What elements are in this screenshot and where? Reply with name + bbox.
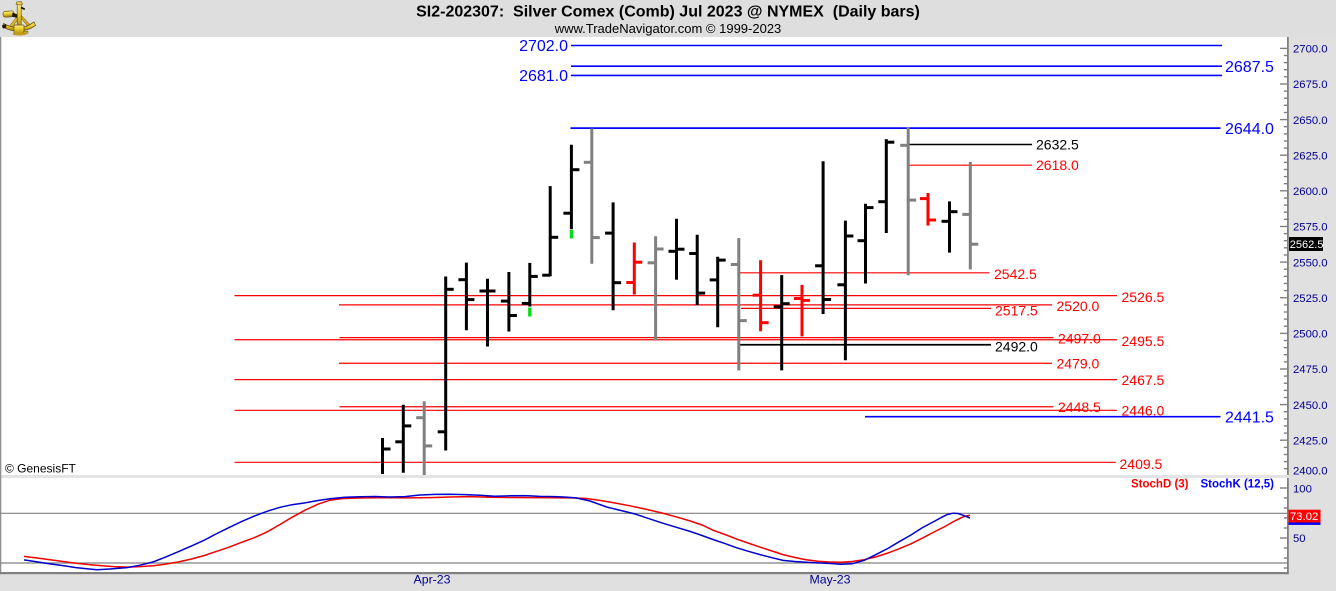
- svg-text:2687.5: 2687.5: [1225, 59, 1274, 76]
- svg-text:2575.0: 2575.0: [1293, 222, 1328, 234]
- svg-text:2542.5: 2542.5: [994, 266, 1037, 282]
- svg-text:2448.5: 2448.5: [1058, 399, 1101, 415]
- svg-text:© GenesisFT: © GenesisFT: [5, 462, 77, 476]
- svg-text:2520.0: 2520.0: [1057, 298, 1100, 314]
- svg-text:100: 100: [1293, 484, 1312, 496]
- svg-text:2479.0: 2479.0: [1057, 356, 1100, 372]
- svg-text:2650.0: 2650.0: [1293, 115, 1328, 127]
- svg-text:2441.5: 2441.5: [1225, 409, 1274, 426]
- svg-text:2409.5: 2409.5: [1120, 456, 1163, 472]
- svg-text:www.TradeNavigator.com © 1999-: www.TradeNavigator.com © 1999-2023: [554, 21, 782, 36]
- svg-text:SI2-202307: Silver Comex (Com: SI2-202307: Silver Comex (Comb) Jul 2023…: [416, 4, 920, 21]
- svg-text:2495.5: 2495.5: [1122, 333, 1165, 349]
- svg-text:2632.5: 2632.5: [1036, 137, 1079, 153]
- svg-text:50: 50: [1293, 533, 1306, 545]
- svg-text:2517.5: 2517.5: [995, 302, 1038, 318]
- svg-text:2700.0: 2700.0: [1293, 44, 1328, 56]
- svg-text:StochK (12,5): StochK (12,5): [1201, 479, 1275, 491]
- svg-text:2492.0: 2492.0: [995, 339, 1038, 355]
- svg-text:2425.0: 2425.0: [1293, 435, 1328, 447]
- svg-text:2702.0: 2702.0: [519, 38, 568, 55]
- svg-text:2450.0: 2450.0: [1293, 400, 1328, 412]
- svg-text:StochD (3): StochD (3): [1131, 479, 1189, 491]
- svg-text:2467.5: 2467.5: [1122, 372, 1165, 388]
- svg-text:2600.0: 2600.0: [1293, 186, 1328, 198]
- svg-text:2625.0: 2625.0: [1293, 150, 1328, 162]
- svg-text:2562.5: 2562.5: [1290, 239, 1324, 251]
- svg-text:Apr-23: Apr-23: [414, 573, 451, 587]
- svg-text:2446.0: 2446.0: [1122, 402, 1165, 418]
- svg-text:73.02: 73.02: [1290, 511, 1318, 523]
- svg-text:2618.0: 2618.0: [1036, 157, 1079, 173]
- svg-text:2526.5: 2526.5: [1122, 289, 1165, 305]
- svg-text:2500.0: 2500.0: [1293, 329, 1328, 341]
- svg-text:2550.0: 2550.0: [1293, 257, 1328, 269]
- svg-text:2525.0: 2525.0: [1293, 293, 1328, 305]
- svg-text:2644.0: 2644.0: [1225, 121, 1274, 138]
- svg-text:2475.0: 2475.0: [1293, 364, 1328, 376]
- svg-text:2400.0: 2400.0: [1293, 466, 1328, 478]
- svg-text:2497.0: 2497.0: [1058, 331, 1101, 347]
- svg-text:2675.0: 2675.0: [1293, 79, 1328, 91]
- svg-text:2681.0: 2681.0: [519, 68, 568, 85]
- svg-text:May-23: May-23: [809, 573, 850, 587]
